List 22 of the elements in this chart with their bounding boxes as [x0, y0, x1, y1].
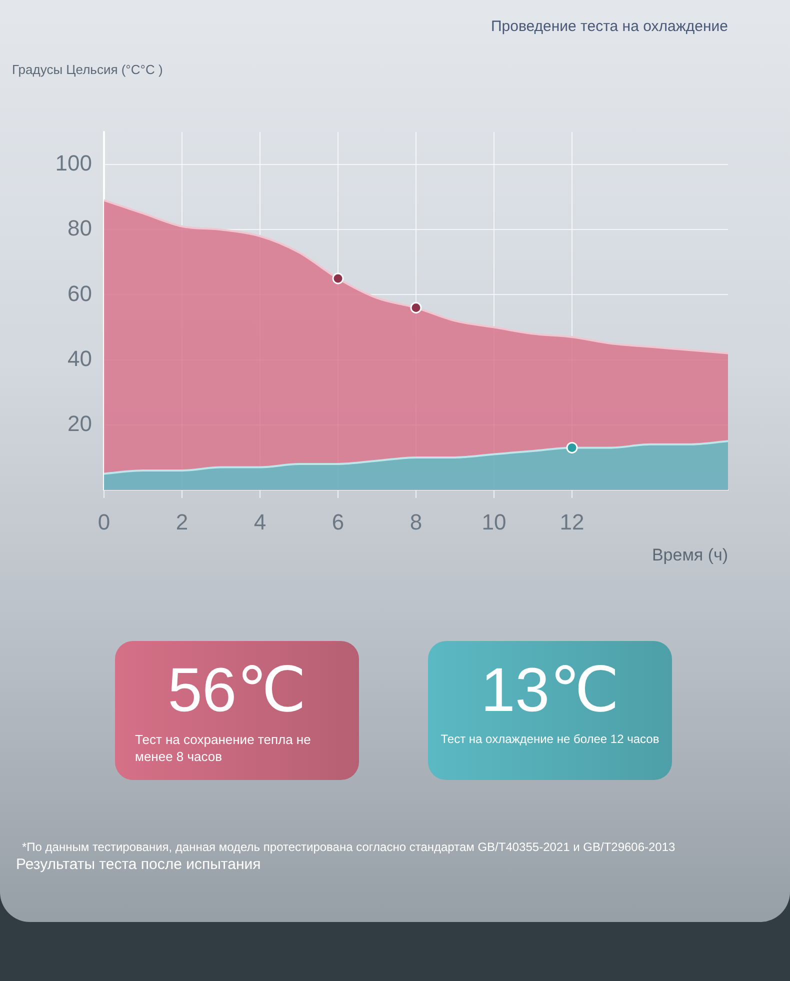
card: 13℃ Тест на охлаждение не более 12 часов — [428, 641, 672, 780]
x-tick-label: 6 — [332, 509, 344, 534]
y-tick-label: 40 — [68, 346, 92, 371]
y-axis-title: Градусы Цельсия (°C°C ) — [12, 62, 164, 77]
x-tick-label: 12 — [560, 509, 584, 534]
point — [566, 442, 578, 454]
card: 56℃ Тест на сохранение тепла не менее 8 часов — [115, 641, 359, 780]
point — [410, 302, 422, 314]
x-tick-label: 10 — [482, 509, 506, 534]
y-tick-label: 100 — [55, 150, 92, 176]
y-tick-label: 20 — [68, 410, 92, 436]
text: Результаты теста после испытания — [16, 855, 262, 875]
text: *По данным тестирования, данная модель протестирована согласно стандартам GB/T40355-2021 и GB/T29606-2013 — [21, 840, 676, 855]
x-axis-title: Время (ч) — [652, 545, 728, 564]
y-tick-label: 80 — [68, 216, 92, 241]
x-tick-label: 0 — [98, 509, 110, 534]
y-tick-label: 60 — [68, 280, 92, 306]
x-tick-label: 8 — [410, 509, 422, 534]
x-tick-label: 2 — [176, 509, 188, 534]
chart-title: Проведение теста на охлаждение — [491, 18, 728, 36]
x-tick-label: 4 — [254, 509, 266, 534]
point — [332, 272, 344, 284]
